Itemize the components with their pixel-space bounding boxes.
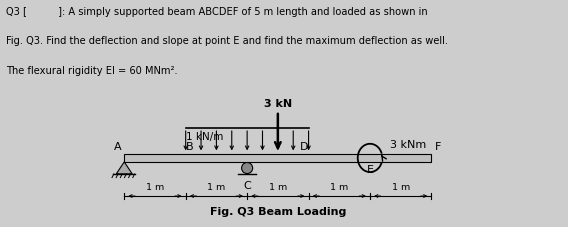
- Text: The flexural rigidity EI = 60 MNm².: The flexural rigidity EI = 60 MNm².: [6, 66, 177, 76]
- Text: 1 m: 1 m: [330, 182, 348, 191]
- Text: 1 kN/m: 1 kN/m: [186, 131, 223, 141]
- Text: 1 m: 1 m: [391, 182, 410, 191]
- Text: Q3 [          ]: A simply supported beam ABCDEF of 5 m length and loaded as show: Q3 [ ]: A simply supported beam ABCDEF o…: [6, 7, 427, 17]
- Text: Fig. Q3 Beam Loading: Fig. Q3 Beam Loading: [210, 206, 346, 216]
- Text: A: A: [114, 142, 121, 152]
- Polygon shape: [116, 162, 132, 174]
- Text: F: F: [435, 142, 441, 152]
- Text: 1 m: 1 m: [269, 182, 287, 191]
- Text: 3 kN: 3 kN: [264, 99, 292, 109]
- Text: Fig. Q3. Find the deflection and slope at point E and find the maximum deflectio: Fig. Q3. Find the deflection and slope a…: [6, 36, 448, 46]
- Text: E: E: [366, 165, 374, 175]
- Text: C: C: [243, 180, 251, 190]
- Bar: [124, 154, 432, 162]
- Text: 1 m: 1 m: [207, 182, 225, 191]
- Circle shape: [241, 163, 253, 174]
- Text: 1 m: 1 m: [146, 182, 164, 191]
- Text: B: B: [186, 142, 193, 152]
- Text: D: D: [300, 142, 308, 152]
- Text: 3 kNm: 3 kNm: [390, 140, 426, 150]
